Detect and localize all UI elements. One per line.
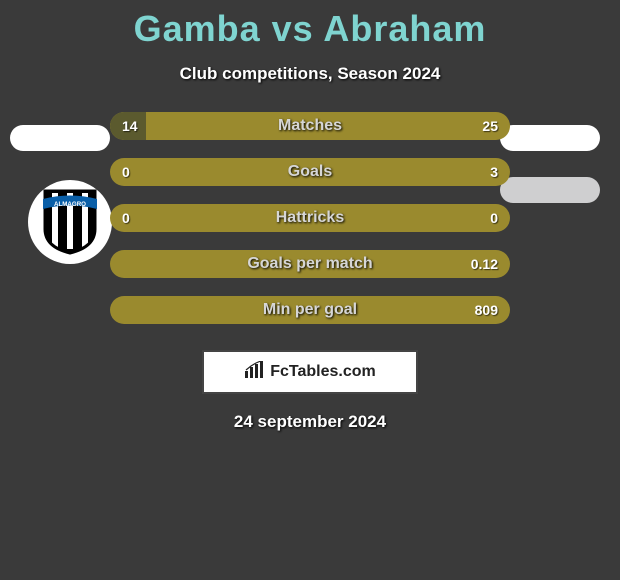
bar-chart-icon <box>244 361 264 384</box>
stat-label: Goals <box>110 158 510 186</box>
stat-label: Hattricks <box>110 204 510 232</box>
stat-value-right: 3 <box>490 158 498 186</box>
stats-area: 1425Matches03Goals00Hattricks0.12Goals p… <box>0 112 620 332</box>
stat-value-left: 0 <box>122 204 130 232</box>
page-title: Gamba vs Abraham <box>0 0 620 50</box>
stat-row: 809Min per goal <box>0 296 620 324</box>
date-text: 24 september 2024 <box>0 412 620 432</box>
stat-value-left: 0 <box>122 158 130 186</box>
stat-value-right: 0.12 <box>471 250 498 278</box>
stat-row: 0 3Goals <box>0 158 620 186</box>
stat-value-right: 0 <box>490 204 498 232</box>
stat-label: Min per goal <box>110 296 510 324</box>
stat-row: 14 25Matches <box>0 112 620 140</box>
stat-row: 0 0Hattricks <box>0 204 620 232</box>
stat-value-right: 809 <box>475 296 498 324</box>
infographic-container: Gamba vs Abraham Club competitions, Seas… <box>0 0 620 580</box>
fctables-label: FcTables.com <box>270 363 376 381</box>
stat-label: Goals per match <box>110 250 510 278</box>
stat-value-right: 25 <box>482 112 498 140</box>
stat-bar-bg: 0 3Goals <box>110 158 510 186</box>
stat-label: Matches <box>110 112 510 140</box>
stat-row: 0.12Goals per match <box>0 250 620 278</box>
stat-bar-bg: 809Min per goal <box>110 296 510 324</box>
stat-bar-bg: 0 0Hattricks <box>110 204 510 232</box>
fctables-watermark: FcTables.com <box>202 350 418 394</box>
stat-bar-bg: 0.12Goals per match <box>110 250 510 278</box>
stat-bar-bg: 14 25Matches <box>110 112 510 140</box>
subtitle: Club competitions, Season 2024 <box>0 64 620 84</box>
stat-value-left: 14 <box>122 112 138 140</box>
